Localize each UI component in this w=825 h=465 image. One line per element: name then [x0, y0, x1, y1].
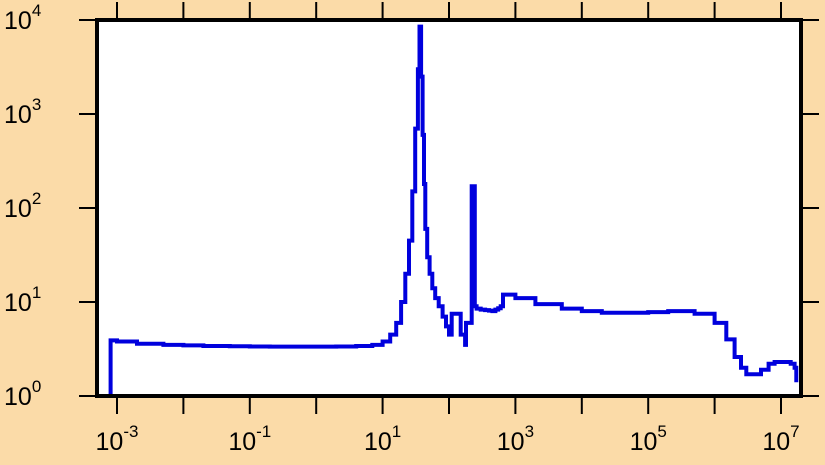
y-tick-exp: 1 [32, 283, 41, 302]
y-tick-label: 102 [4, 189, 41, 223]
x-tick-base: 10 [497, 428, 525, 456]
y-tick-label: 100 [4, 377, 41, 411]
y-tick-exp: 4 [32, 1, 41, 20]
x-tick-base: 10 [762, 428, 790, 456]
x-tick-label: 103 [497, 422, 534, 456]
y-tick-label: 103 [4, 95, 41, 129]
y-tick-base: 10 [4, 7, 32, 35]
x-tick-exp: 5 [657, 422, 666, 441]
x-tick-base: 10 [96, 428, 124, 456]
plot-area [97, 20, 801, 396]
y-tick-label: 104 [4, 1, 41, 35]
y-tick-base: 10 [4, 195, 32, 223]
y-tick-base: 10 [4, 289, 32, 317]
x-tick-label: 10-3 [96, 422, 139, 456]
x-tick-exp: 7 [790, 422, 799, 441]
y-tick-exp: 3 [32, 95, 41, 114]
x-tick-exp: 1 [392, 422, 401, 441]
x-tick-label: 105 [630, 422, 667, 456]
x-tick-exp: -1 [256, 422, 271, 441]
x-tick-label: 10-1 [228, 422, 271, 456]
x-tick-base: 10 [364, 428, 392, 456]
x-tick-exp: 3 [525, 422, 534, 441]
y-tick-label: 101 [4, 283, 41, 317]
plot-frame [95, 18, 803, 398]
x-tick-label: 107 [762, 422, 799, 456]
series-line [108, 24, 799, 396]
y-tick-exp: 0 [32, 377, 41, 396]
x-tick-exp: -3 [123, 422, 138, 441]
y-tick-base: 10 [4, 101, 32, 129]
x-tick-label: 101 [364, 422, 401, 456]
x-tick-labels: 10-3 10-1 101 103 105 107 [96, 422, 800, 456]
y-tick-exp: 2 [32, 189, 41, 208]
axis-ticks [79, 2, 819, 414]
x-tick-base: 10 [630, 428, 658, 456]
x-tick-base: 10 [228, 428, 256, 456]
y-tick-base: 10 [4, 383, 32, 411]
